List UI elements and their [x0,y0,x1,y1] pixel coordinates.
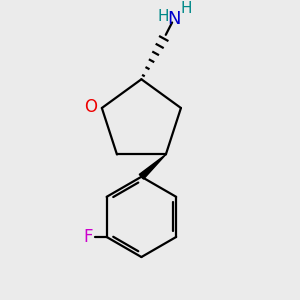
Text: H: H [181,1,192,16]
Text: O: O [85,98,98,116]
Polygon shape [139,154,166,179]
Text: H: H [158,9,169,24]
Text: N: N [168,10,181,28]
Text: F: F [83,228,93,246]
